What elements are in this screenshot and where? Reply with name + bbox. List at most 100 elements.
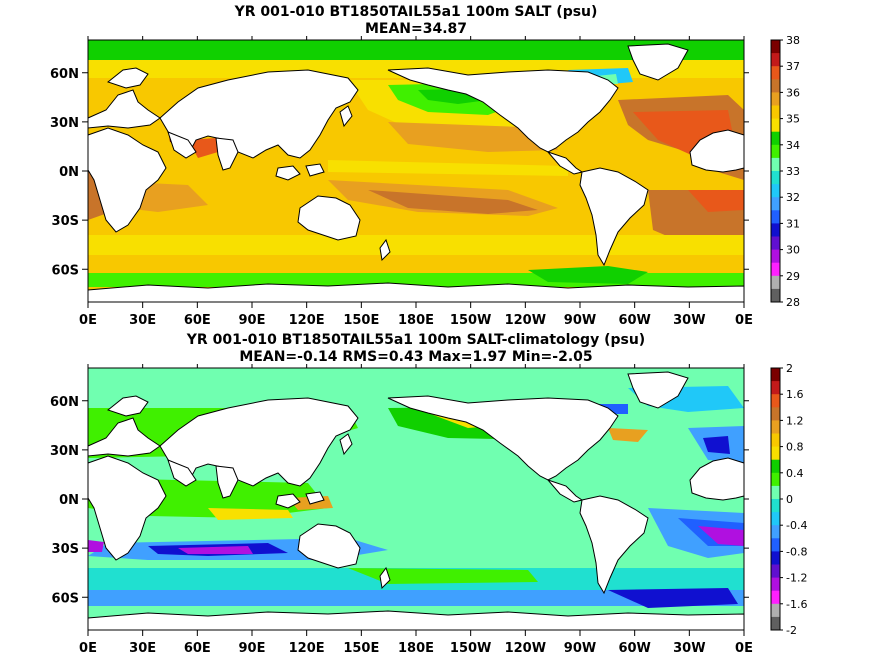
- colorbar-label: 32: [786, 191, 800, 204]
- lon-tick-label: 150E: [343, 313, 379, 328]
- colorbar-swatch: [771, 538, 780, 552]
- colorbar-label: 33: [786, 165, 800, 178]
- colorbar-swatch: [771, 40, 780, 54]
- colorbar-swatch: [771, 577, 780, 592]
- colorbar-swatch: [771, 144, 780, 159]
- colorbar-swatch: [771, 262, 780, 277]
- colorbar-swatch: [771, 53, 780, 67]
- colorbar-label: 29: [786, 270, 800, 283]
- colorbar-swatch: [771, 275, 780, 290]
- colorbar-label: 36: [786, 86, 800, 99]
- lon-tick-label: 60E: [184, 641, 211, 656]
- lon-tick-label: 90W: [564, 641, 596, 656]
- colorbar-swatch: [771, 157, 780, 172]
- lon-tick-label: 30W: [673, 641, 705, 656]
- colorbar-swatch: [771, 485, 780, 500]
- lat-tick-label: 0N: [59, 493, 79, 508]
- map2-subtitle: MEAN=-0.14 RMS=0.43 Max=1.97 Min=-2.05: [239, 349, 593, 365]
- salinity-map: [87, 39, 745, 303]
- colorbar-swatch: [771, 131, 780, 146]
- lat-tick-label: 60N: [50, 67, 79, 82]
- lon-tick-label: 60W: [618, 313, 650, 328]
- lon-tick-label: 120W: [505, 641, 546, 656]
- colorbar-label: 0: [786, 493, 793, 506]
- lat-tick-label: 30S: [52, 542, 79, 557]
- colorbar-label: 2: [786, 362, 793, 375]
- lat-tick-label: 60S: [52, 591, 79, 606]
- lon-tick-label: 30E: [129, 313, 156, 328]
- lat-tick-label: 30N: [50, 116, 79, 131]
- colorbar-swatch: [771, 92, 780, 106]
- lon-tick-label: 60E: [184, 313, 211, 328]
- colorbar-swatch: [771, 197, 780, 211]
- colorbar-swatch: [771, 420, 780, 434]
- colorbar-swatch: [771, 472, 780, 487]
- colorbar-swatch: [771, 407, 780, 421]
- colorbar-label: -1.6: [786, 598, 807, 611]
- colorbar-swatch: [771, 223, 780, 237]
- colorbar-swatch: [771, 603, 780, 618]
- colorbar-swatch: [771, 210, 780, 224]
- lat-tick-label: 30N: [50, 444, 79, 459]
- colorbar-swatch: [771, 66, 780, 80]
- colorbar-swatch: [771, 590, 780, 605]
- colorbar-label: 0.8: [786, 441, 804, 454]
- lon-tick-label: 90W: [564, 313, 596, 328]
- colorbar-swatch: [771, 236, 780, 251]
- colorbar-swatch: [771, 433, 780, 448]
- colorbar-label: 37: [786, 60, 800, 73]
- lon-tick-label: 0E: [735, 313, 753, 328]
- colorbar-label: 35: [786, 113, 800, 126]
- colorbar-label: 34: [786, 139, 800, 152]
- lon-tick-label: 0E: [735, 641, 753, 656]
- lon-tick-label: 180E: [398, 641, 434, 656]
- colorbar-swatch: [771, 118, 780, 133]
- colorbar-label: 30: [786, 244, 800, 257]
- colorbar-swatch: [771, 616, 780, 631]
- colorbar-swatch: [771, 459, 780, 474]
- colorbar-label: 38: [786, 34, 800, 47]
- map1-subtitle: MEAN=34.87: [364, 21, 468, 37]
- colorbar-label: 0.4: [786, 467, 804, 480]
- colorbar-label: 1.2: [786, 414, 804, 427]
- lat-tick-label: 0N: [59, 165, 79, 180]
- lon-tick-label: 60W: [618, 641, 650, 656]
- colorbar-swatch: [771, 79, 780, 93]
- lon-tick-label: 150W: [450, 641, 491, 656]
- map1-title: YR 001-010 BT1850TAIL55a1 100m SALT (psu…: [234, 4, 598, 20]
- colorbar-swatch: [771, 171, 780, 185]
- colorbar-swatch: [771, 184, 780, 198]
- lon-tick-label: 120E: [289, 313, 325, 328]
- lon-tick-label: 120E: [289, 641, 325, 656]
- colorbar-label: 31: [786, 217, 800, 230]
- lat-tick-label: 30S: [52, 214, 79, 229]
- colorbar-label: 1.6: [786, 388, 804, 401]
- lat-tick-label: 60S: [52, 263, 79, 278]
- lon-tick-label: 90E: [239, 641, 266, 656]
- colorbar-swatch: [771, 368, 780, 382]
- lon-tick-label: 30W: [673, 313, 705, 328]
- map2-title: YR 001-010 BT1850TAIL55a1 100m SALT-clim…: [186, 332, 646, 348]
- colorbar-swatch: [771, 512, 780, 526]
- colorbar-label: -0.4: [786, 519, 807, 532]
- colorbar-swatch: [771, 446, 780, 461]
- lon-tick-label: 120W: [505, 313, 546, 328]
- lon-tick-label: 0E: [79, 641, 97, 656]
- lon-tick-label: 0E: [79, 313, 97, 328]
- colorbar-swatch: [771, 288, 780, 303]
- lon-tick-label: 150E: [343, 641, 379, 656]
- colorbar-label: -0.8: [786, 545, 807, 558]
- colorbar-swatch: [771, 105, 780, 120]
- colorbar-label: 28: [786, 296, 800, 309]
- colorbar-swatch: [771, 564, 780, 579]
- colorbar-swatch: [771, 499, 780, 513]
- lon-tick-label: 180E: [398, 313, 434, 328]
- colorbar-label: -1.2: [786, 572, 807, 585]
- anomaly-map: [87, 367, 745, 631]
- colorbar-swatch: [771, 381, 780, 395]
- colorbar-swatch: [771, 525, 780, 539]
- colorbar-swatch: [771, 394, 780, 408]
- colorbar-swatch: [771, 551, 780, 565]
- lon-tick-label: 30E: [129, 641, 156, 656]
